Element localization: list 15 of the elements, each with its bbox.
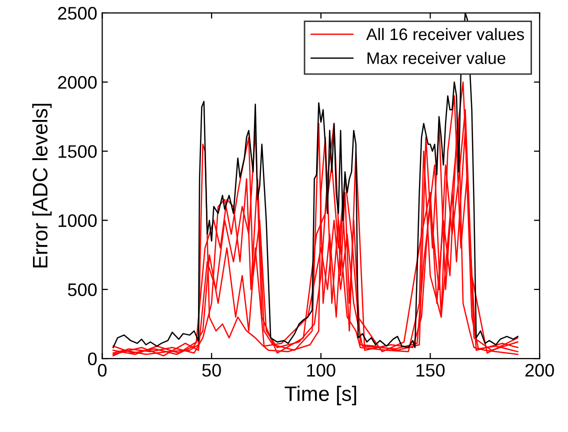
- x-tick-label: 50: [202, 364, 221, 377]
- y-tick-label: 1500: [58, 145, 97, 158]
- legend-label: Max receiver value: [368, 52, 506, 64]
- x-axis-title: Time [s]: [284, 386, 356, 406]
- x-tick-label: 0: [98, 364, 107, 377]
- legend-label: All 16 receiver values: [366, 28, 524, 40]
- x-tick-label: 200: [525, 364, 554, 377]
- y-axis-title: Error [ADC levels]: [32, 104, 52, 268]
- y-tick-label: 500: [68, 283, 97, 296]
- y-tick-label: 0: [88, 352, 97, 366]
- x-tick-label: 100: [307, 364, 336, 377]
- y-tick-label: 1000: [58, 214, 97, 228]
- y-tick-label: 2500: [58, 6, 97, 20]
- x-tick-label: 150: [416, 364, 445, 377]
- y-tick-label: 2000: [58, 76, 97, 89]
